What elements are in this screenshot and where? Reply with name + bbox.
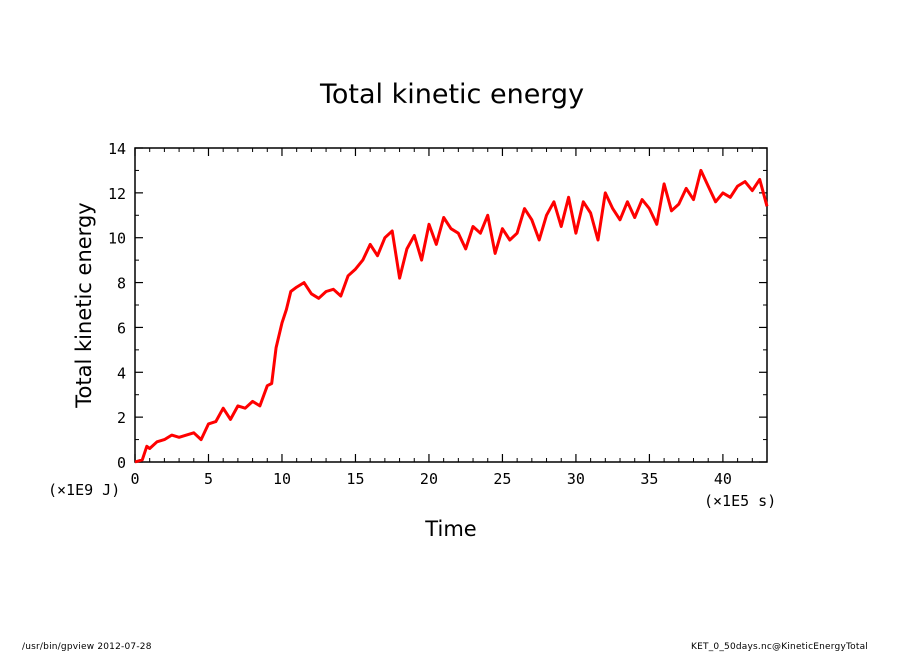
x-unit-label: (×1E5 s) [704, 492, 776, 510]
y-axis-label: Total kinetic energy [72, 202, 96, 408]
x-tick-label: 10 [273, 470, 291, 488]
y-unit-label: (×1E9 J) [48, 481, 120, 499]
y-tick-label: 6 [117, 319, 126, 337]
y-tick-label: 12 [108, 185, 126, 203]
x-tick-label: 20 [420, 470, 438, 488]
footer-source-file: KET_0_50days.nc@KineticEnergyTotal [691, 642, 868, 652]
series-line [135, 170, 767, 462]
x-tick-label: 15 [346, 470, 364, 488]
y-tick-label: 2 [117, 409, 126, 427]
x-axis-ticks: 0 5 10 15 20 25 30 35 40 [130, 148, 752, 488]
x-axis-label: Time [424, 517, 476, 541]
x-tick-label: 25 [493, 470, 511, 488]
y-tick-label: 4 [117, 364, 126, 382]
y-tick-label: 14 [108, 140, 126, 158]
y-tick-label: 10 [108, 230, 126, 248]
x-tick-label: 0 [130, 470, 139, 488]
footer-program-date: /usr/bin/gpview 2012-07-28 [22, 642, 152, 652]
plot-frame [135, 148, 767, 462]
x-tick-label: 30 [567, 470, 585, 488]
chart-title: Total kinetic energy [319, 79, 584, 110]
x-tick-label: 5 [204, 470, 213, 488]
y-axis-ticks: 0 2 4 6 8 10 12 14 [108, 140, 767, 472]
x-tick-label: 40 [714, 470, 732, 488]
y-tick-label: 8 [117, 275, 126, 293]
x-tick-label: 35 [640, 470, 658, 488]
y-tick-label: 0 [117, 454, 126, 472]
